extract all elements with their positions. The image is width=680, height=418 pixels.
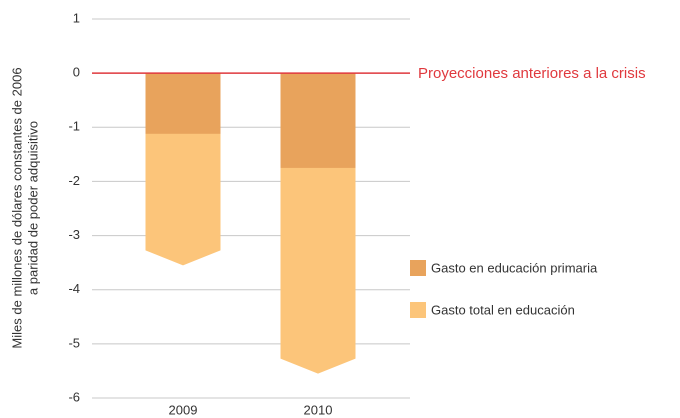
y-tick-label: -1	[68, 119, 80, 134]
legend-label: Gasto total en educación	[431, 302, 575, 317]
bar	[280, 73, 356, 168]
y-axis-title-line: a paridad de poder adquisitivo	[25, 121, 40, 295]
y-tick-label: -2	[68, 173, 80, 188]
y-axis-title-line: Miles de millones de dólares constantes …	[9, 67, 24, 348]
legend-swatch	[410, 302, 426, 318]
y-tick-label: -5	[68, 335, 80, 350]
x-tick-label: 2010	[304, 402, 333, 417]
y-tick-label: -4	[68, 281, 80, 296]
y-axis-title: Miles de millones de dólares constantes …	[9, 67, 40, 348]
y-tick-label: -3	[68, 227, 80, 242]
y-tick-label: 1	[73, 10, 80, 25]
x-tick-label: 2009	[169, 402, 198, 417]
y-tick-label: 0	[73, 65, 80, 80]
y-tick-label: -6	[68, 389, 80, 404]
bar	[145, 73, 221, 134]
annotation-label: Proyecciones anteriores a la crisis	[418, 65, 646, 82]
legend-swatch	[410, 260, 426, 276]
legend-label: Gasto en educación primaria	[431, 260, 598, 275]
